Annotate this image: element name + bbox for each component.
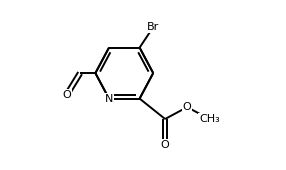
Text: N: N xyxy=(105,94,113,104)
Text: O: O xyxy=(62,90,71,100)
Text: CH₃: CH₃ xyxy=(199,114,220,124)
Text: O: O xyxy=(161,140,170,149)
Text: Br: Br xyxy=(147,22,159,32)
Text: O: O xyxy=(183,102,192,112)
